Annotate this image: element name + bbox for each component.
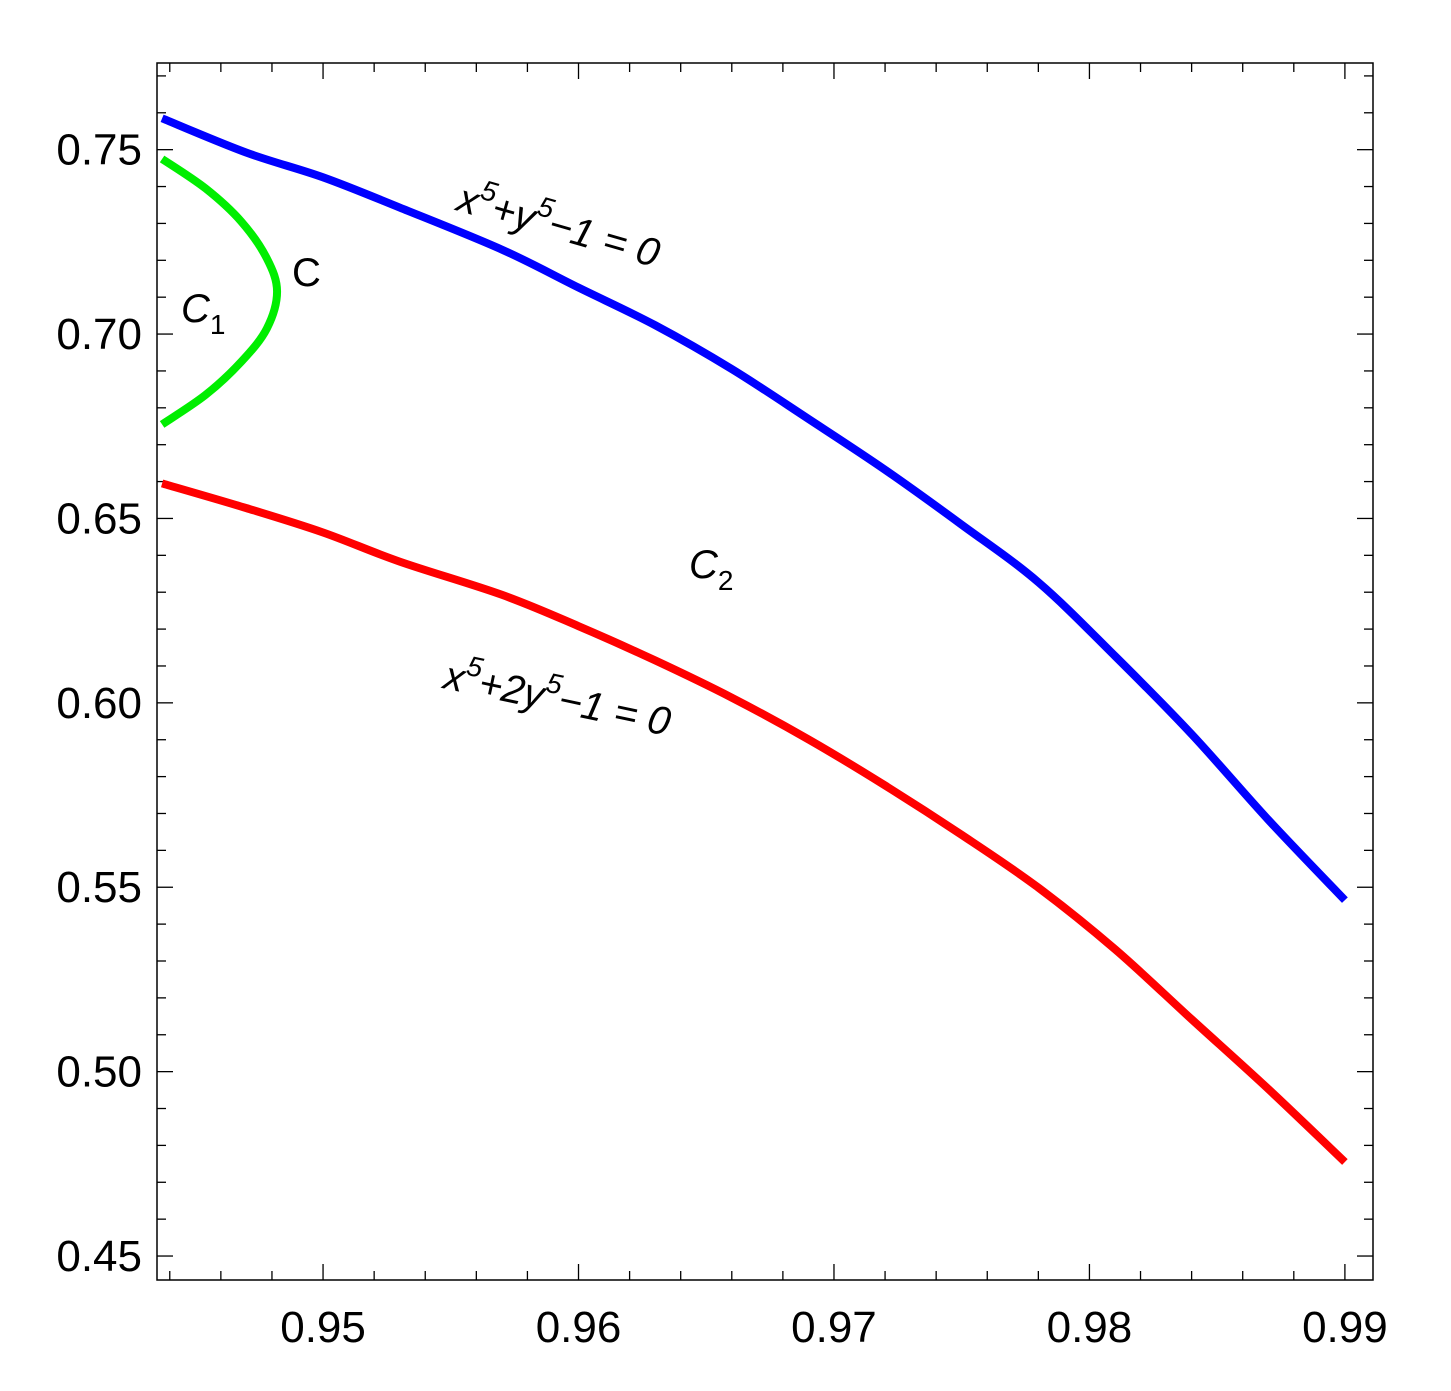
- plot-frame: [156, 62, 1374, 1281]
- y-tick-label: 0.55: [56, 863, 142, 912]
- y-tick-label: 0.50: [56, 1048, 142, 1097]
- curves: [159, 114, 1348, 1165]
- x-tick-label: 0.97: [791, 1303, 877, 1352]
- region-c1-label: C1: [181, 287, 225, 340]
- tick-labels: 0.95 0.96 0.97 0.98 0.99 0.45 0.50 0.55 0.60 0.65…: [56, 126, 1387, 1352]
- y-tick-label: 0.65: [56, 494, 142, 543]
- red-curve: [160, 479, 1348, 1165]
- y-tick-label: 0.70: [56, 310, 142, 359]
- green-curve: [159, 155, 282, 428]
- region-c2-label: C2: [689, 543, 733, 596]
- x-tick-label: 0.99: [1302, 1303, 1388, 1352]
- x-tick-label: 0.95: [280, 1303, 366, 1352]
- y-tick-label: 0.75: [56, 126, 142, 175]
- green-curve-label: C: [292, 251, 321, 295]
- x-tick-label: 0.98: [1047, 1303, 1133, 1352]
- blue-curve: [160, 114, 1348, 903]
- y-tick-label: 0.45: [56, 1232, 142, 1281]
- y-tick-label: 0.60: [56, 679, 142, 728]
- tick-marks: [157, 63, 1373, 1280]
- x-tick-label: 0.96: [536, 1303, 622, 1352]
